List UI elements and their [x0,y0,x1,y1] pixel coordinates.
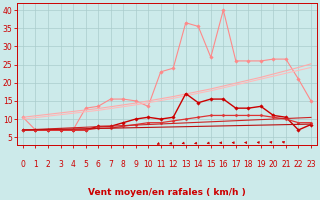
X-axis label: Vent moyen/en rafales ( km/h ): Vent moyen/en rafales ( km/h ) [88,188,246,197]
